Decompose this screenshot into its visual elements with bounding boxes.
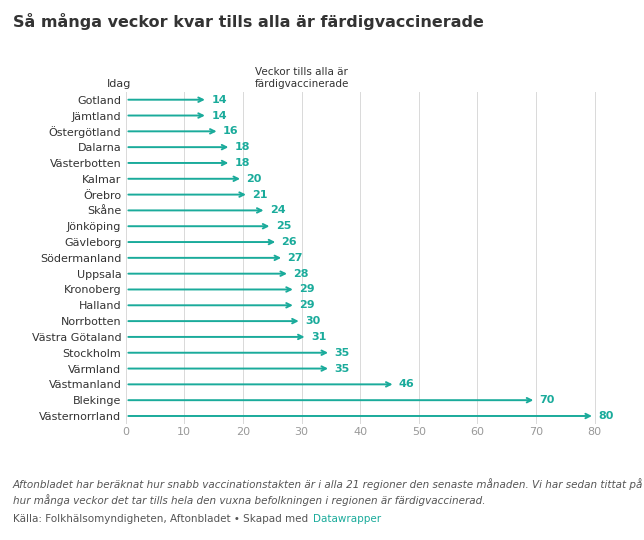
Text: Datawrapper: Datawrapper xyxy=(313,514,381,524)
Text: 31: 31 xyxy=(311,332,327,342)
Text: Aftonbladet har beräknat hur snabb vaccinationstakten är i alla 21 regioner den : Aftonbladet har beräknat hur snabb vacci… xyxy=(13,478,643,490)
Text: 35: 35 xyxy=(334,363,350,374)
Text: 26: 26 xyxy=(281,237,298,247)
Text: 27: 27 xyxy=(287,253,303,263)
Text: hur många veckor det tar tills hela den vuxna befolkningen i regionen är färdigv: hur många veckor det tar tills hela den … xyxy=(13,494,486,506)
Text: 18: 18 xyxy=(234,142,250,152)
Text: 30: 30 xyxy=(305,316,320,326)
Text: 80: 80 xyxy=(598,411,614,421)
Text: 29: 29 xyxy=(299,300,315,310)
Text: 20: 20 xyxy=(247,174,261,184)
Text: 14: 14 xyxy=(211,94,227,105)
Text: Idag: Idag xyxy=(107,79,131,89)
Text: 18: 18 xyxy=(234,158,250,168)
Text: Veckor tills alla är
färdigvaccinerade: Veckor tills alla är färdigvaccinerade xyxy=(254,67,348,89)
Text: 28: 28 xyxy=(293,269,309,279)
Text: 70: 70 xyxy=(540,395,555,405)
Text: Källa: Folkhälsomyndigheten, Aftonbladet • Skapad med: Källa: Folkhälsomyndigheten, Aftonbladet… xyxy=(13,514,311,524)
Text: 35: 35 xyxy=(334,348,350,357)
Text: Så många veckor kvar tills alla är färdigvaccinerade: Så många veckor kvar tills alla är färdi… xyxy=(13,14,484,30)
Text: 25: 25 xyxy=(276,221,291,231)
Text: 46: 46 xyxy=(399,380,415,389)
Text: 16: 16 xyxy=(223,126,238,136)
Text: 21: 21 xyxy=(252,190,268,200)
Text: 29: 29 xyxy=(299,285,315,294)
Text: 24: 24 xyxy=(270,205,285,215)
Text: 14: 14 xyxy=(211,111,227,120)
